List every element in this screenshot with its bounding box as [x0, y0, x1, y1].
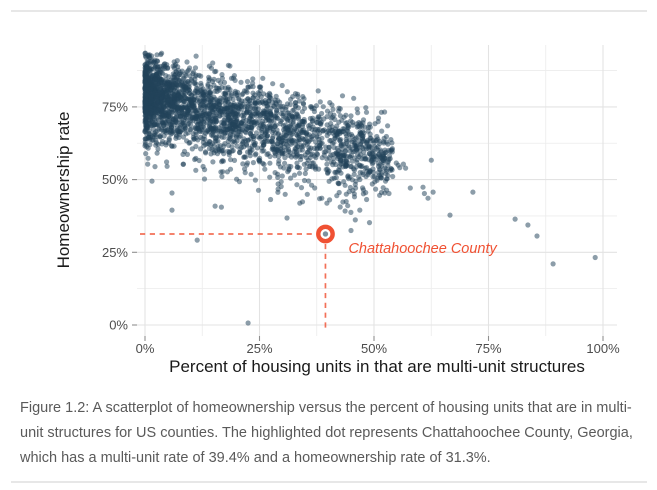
y-axis-tick-labels: 0% 25% 50% 75% [102, 99, 128, 332]
highlight-point [322, 231, 329, 237]
x-axis-title: Percent of housing units in that are mul… [169, 357, 585, 376]
highlight-label: Chattahoochee County [348, 241, 497, 257]
svg-text:75%: 75% [102, 99, 128, 114]
scatterplot: Chattahoochee County 0% 25% 50% 75% 100% 0% 2… [54, 45, 620, 376]
y-axis-title: Homeownership rate [54, 112, 73, 269]
figure-caption: Figure 1.2: A scatterplot of homeownersh… [20, 400, 633, 466]
x-axis-tick-labels: 0% 25% 50% 75% 100% [136, 341, 620, 356]
data-points [142, 50, 598, 326]
svg-text:25%: 25% [102, 245, 128, 260]
svg-text:100%: 100% [586, 341, 620, 356]
svg-text:75%: 75% [475, 341, 501, 356]
svg-text:0%: 0% [136, 341, 155, 356]
axis-tick-marks [132, 106, 604, 341]
svg-text:50%: 50% [361, 341, 387, 356]
highlight-ring [316, 224, 335, 244]
highlight-annotation [140, 224, 335, 328]
bottom-divider [11, 481, 647, 483]
top-divider [11, 10, 647, 12]
svg-text:0%: 0% [109, 318, 128, 333]
svg-text:50%: 50% [102, 172, 128, 187]
svg-text:25%: 25% [246, 341, 272, 356]
